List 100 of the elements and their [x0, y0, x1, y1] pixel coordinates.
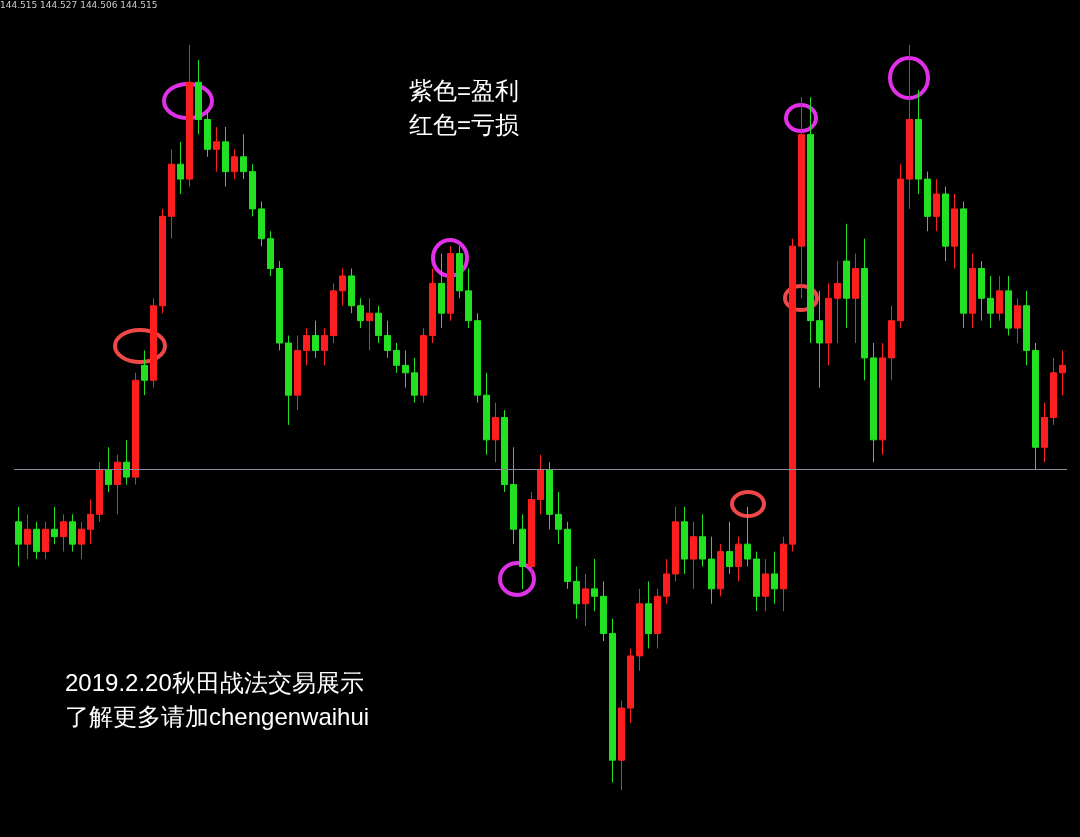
candlestick: [933, 178, 940, 232]
candlestick: [420, 327, 427, 404]
candlestick: [177, 141, 184, 195]
candlestick: [771, 551, 778, 605]
candlestick: [159, 208, 166, 314]
candlestick: [1005, 275, 1012, 337]
candlestick: [690, 521, 697, 590]
candlestick: [483, 372, 490, 456]
candlestick: [807, 96, 814, 344]
candlestick: [960, 200, 967, 329]
candlestick: [681, 506, 688, 575]
candlestick: [384, 320, 391, 359]
candlestick: [87, 498, 94, 545]
candlestick: [411, 357, 418, 404]
candlestick: [699, 513, 706, 567]
annotation: 红色=亏损: [409, 110, 520, 138]
candlestick: [555, 491, 562, 545]
candlestick: [303, 327, 310, 366]
candlestick: [582, 573, 589, 627]
annotation: 了解更多请加chengenwaihui: [65, 702, 370, 730]
candlestick: [1050, 357, 1057, 426]
candlestick: [834, 260, 841, 344]
candlestick: [879, 342, 886, 456]
candlestick: [708, 536, 715, 605]
candlestick: [285, 335, 292, 426]
candlestick: [726, 521, 733, 575]
candlestick: [546, 461, 553, 530]
candlestick: [1023, 290, 1030, 366]
candlestick: [816, 290, 823, 389]
candlestick: [186, 44, 193, 188]
candlestick: [330, 282, 337, 344]
candlestick: [591, 558, 598, 612]
candlestick: [537, 454, 544, 515]
candlestick: [825, 282, 832, 366]
candlestick: [33, 521, 40, 560]
candlestick: [492, 402, 499, 463]
candlestick: [753, 551, 760, 612]
candlestick: [897, 163, 904, 329]
annotation: 2019.2.20秋田战法交易展示: [65, 668, 364, 696]
candlestick: [438, 253, 445, 329]
candlestick: [141, 349, 148, 396]
candlestick: [915, 89, 922, 195]
candlestick: [393, 342, 400, 374]
candlestick: [60, 513, 67, 553]
text: 144.515 144.527 144.506 144.515: [0, 0, 158, 10]
candlestick: [195, 59, 202, 135]
candlestick: [654, 588, 661, 649]
candlestick: [762, 558, 769, 612]
candlestick: [339, 268, 346, 307]
candlestick: [222, 126, 229, 188]
candlestick: [78, 521, 85, 560]
candlestick: [150, 297, 157, 389]
candlestick: [366, 297, 373, 351]
candlestick: [618, 700, 625, 791]
candlestick: [951, 193, 958, 269]
candlestick: [204, 111, 211, 158]
candlestick: [672, 506, 679, 582]
candlestick: [978, 260, 985, 322]
annotation: 紫色=盈利: [409, 76, 520, 104]
candlestick: [519, 513, 526, 590]
candlestick: [888, 305, 895, 381]
candlestick: [474, 312, 481, 404]
candlestick: [861, 238, 868, 381]
candlestick: [348, 268, 355, 314]
candlestick: [114, 454, 121, 515]
candlestick: [24, 513, 31, 560]
candlestick: [321, 327, 328, 366]
candlestick: [105, 446, 112, 493]
candlestick: [987, 275, 994, 329]
candlestick: [312, 320, 319, 359]
candlestick: [51, 506, 58, 545]
candlestick: [870, 342, 877, 463]
candlestick: [96, 461, 103, 523]
candlestick: [1032, 342, 1039, 471]
candlestick: [1059, 349, 1066, 396]
candlestick: [843, 223, 850, 329]
candlestick: [789, 238, 796, 553]
candlestick: [429, 268, 436, 344]
candlestick: [780, 536, 787, 612]
candlestick: [573, 566, 580, 620]
candlestick: [501, 409, 508, 493]
candlestick: [924, 171, 931, 232]
candlestick: [852, 253, 859, 344]
candlestick: [636, 588, 643, 672]
candlestick: [600, 580, 607, 642]
candlestick: [942, 186, 949, 262]
candlestick: [510, 446, 517, 545]
candlestick: [798, 96, 805, 299]
candlestick: [123, 439, 130, 486]
candlestick: [456, 245, 463, 299]
candlestick: [717, 543, 724, 597]
candlestick: [249, 163, 256, 217]
candlestick: [969, 253, 976, 329]
candlestick: [231, 148, 238, 180]
candlestick: [564, 521, 571, 590]
candlestick: [294, 335, 301, 411]
candlestick: [357, 297, 364, 329]
candlestick: [744, 506, 751, 567]
candlestick: [69, 513, 76, 553]
candlestick: [15, 506, 22, 567]
